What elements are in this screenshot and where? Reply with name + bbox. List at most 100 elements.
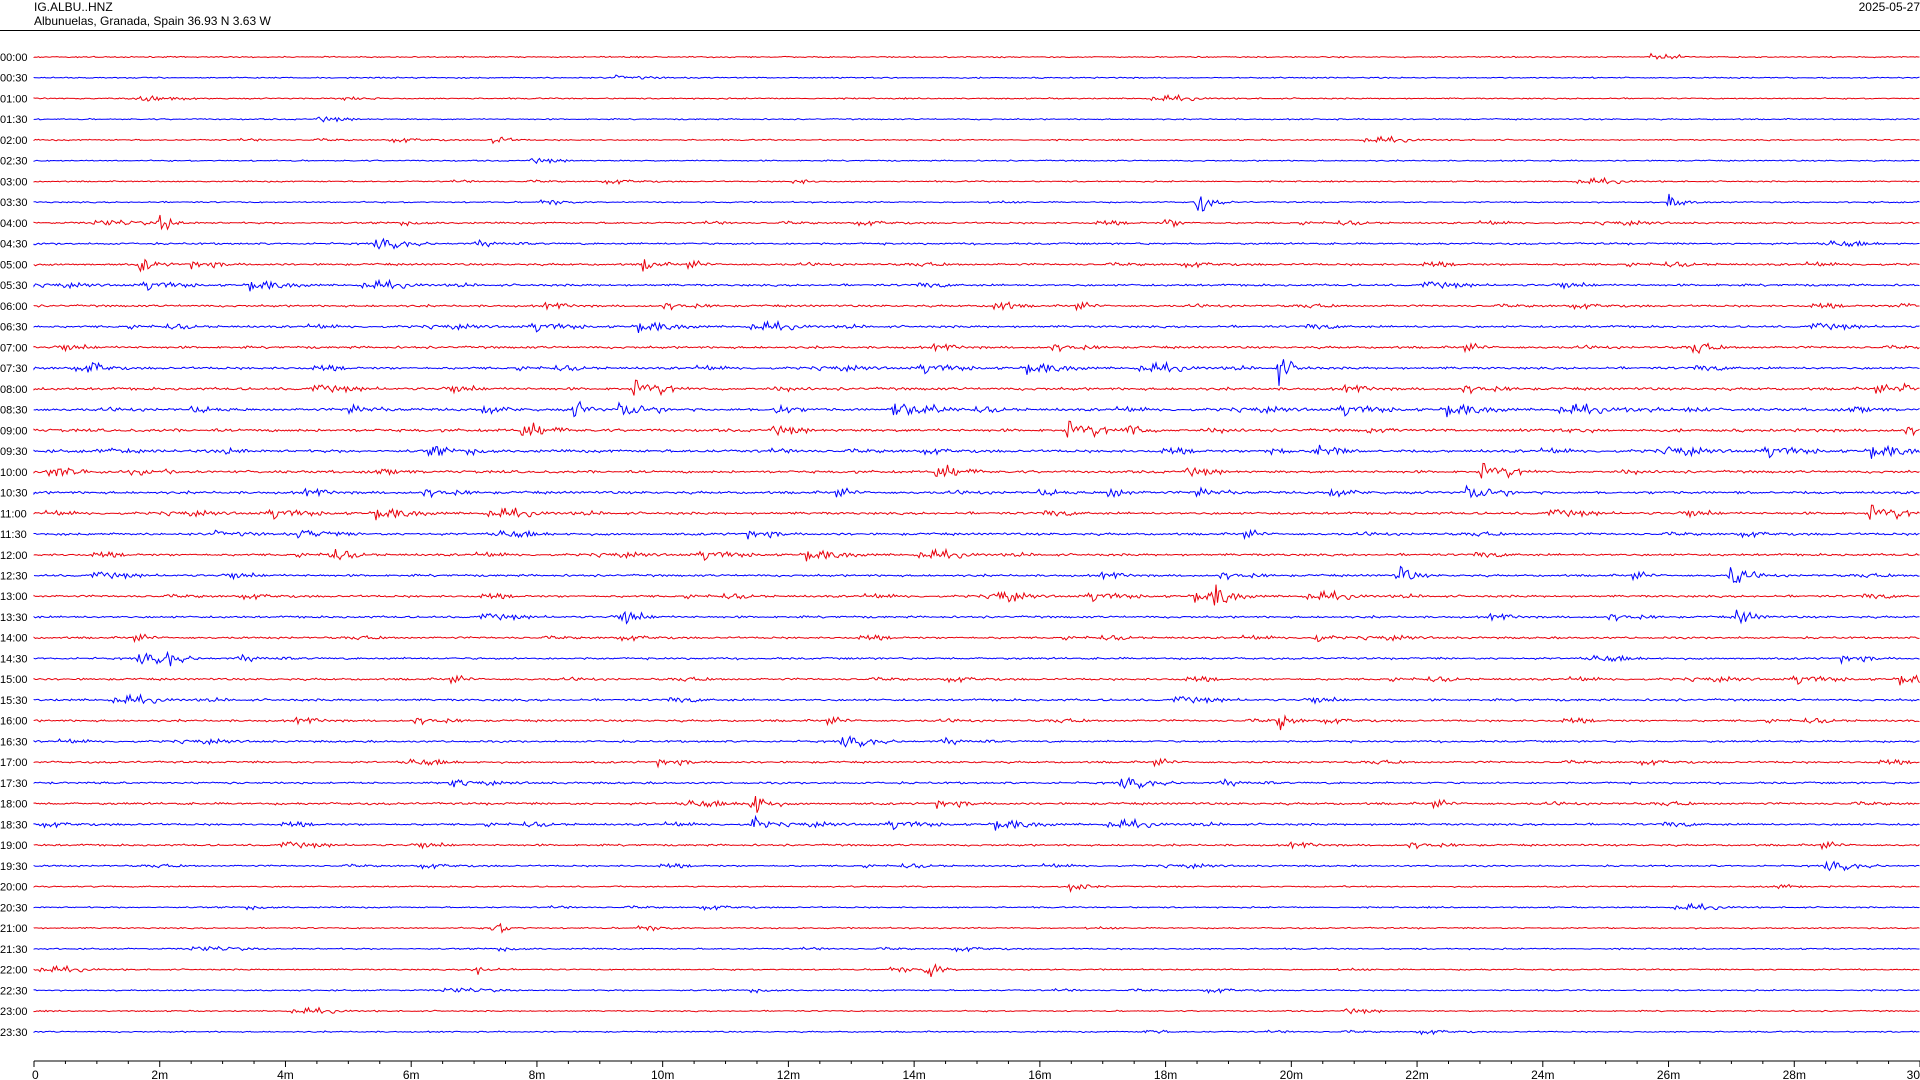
row-time-label: 12:00 xyxy=(0,550,28,562)
station-location: Albunuelas, Granada, Spain 36.93 N 3.63 … xyxy=(34,14,271,28)
row-time-label: 09:00 xyxy=(0,425,28,437)
row-time-label: 05:00 xyxy=(0,259,28,271)
x-axis-tick-label: 20m xyxy=(1280,1068,1303,1080)
row-time-label: 02:00 xyxy=(0,135,28,147)
x-axis-tick-label: 22m xyxy=(1405,1068,1428,1080)
x-axis-tick-label: 6m xyxy=(403,1068,420,1080)
seismic-trace-row xyxy=(33,93,1920,102)
row-time-label: 19:00 xyxy=(0,840,28,852)
row-time-label: 23:30 xyxy=(0,1027,28,1039)
seismic-trace-row xyxy=(33,693,1920,705)
seismic-trace-row xyxy=(33,444,1920,459)
seismic-trace-row xyxy=(33,674,1920,686)
seismic-trace-row xyxy=(33,258,1920,273)
row-time-label: 23:00 xyxy=(0,1006,28,1018)
x-axis-tick-label: 24m xyxy=(1531,1068,1554,1080)
row-time-label: 04:00 xyxy=(0,218,28,230)
row-time-label: 07:00 xyxy=(0,342,28,354)
row-time-label: 15:00 xyxy=(0,674,28,686)
seismic-trace-row xyxy=(33,1006,1920,1015)
x-axis-tick-label: 26m xyxy=(1657,1068,1680,1080)
x-axis-tick-label: 30 xyxy=(1907,1068,1920,1080)
row-time-label: 01:00 xyxy=(0,93,28,105)
seismic-trace-row xyxy=(33,278,1920,292)
x-axis-tick-label: 28m xyxy=(1783,1068,1806,1080)
row-time-label: 00:00 xyxy=(0,52,28,64)
seismic-trace-row xyxy=(33,359,1920,386)
seismic-trace-row xyxy=(33,776,1920,790)
seismic-trace-row xyxy=(33,74,1920,80)
seismic-trace-row xyxy=(33,860,1920,872)
row-time-label: 16:00 xyxy=(0,716,28,728)
row-time-label: 02:30 xyxy=(0,156,28,168)
row-time-label: 17:30 xyxy=(0,778,28,790)
row-time-label: 10:00 xyxy=(0,467,28,479)
seismic-trace-row xyxy=(33,714,1920,731)
row-time-label: 14:30 xyxy=(0,653,28,665)
row-time-label: 21:30 xyxy=(0,944,28,956)
seismic-trace-row xyxy=(33,462,1920,479)
row-time-label: 22:30 xyxy=(0,985,28,997)
seismic-trace-row xyxy=(33,963,1920,978)
header-divider xyxy=(0,30,1920,31)
row-time-label: 11:00 xyxy=(0,508,27,520)
seismic-trace-row xyxy=(33,883,1920,894)
row-time-label: 07:30 xyxy=(0,363,28,375)
row-time-label: 06:00 xyxy=(0,301,28,313)
seismic-trace-row xyxy=(33,922,1920,934)
x-axis-tick-label: 10m xyxy=(651,1068,674,1080)
station-code: IG.ALBU..HNZ xyxy=(34,0,113,14)
row-time-label: 15:30 xyxy=(0,695,28,707)
seismic-trace-row xyxy=(33,1029,1920,1036)
seismic-trace-row xyxy=(33,342,1920,355)
plot-date: 2025-05-27 xyxy=(1858,0,1920,14)
row-time-label: 18:00 xyxy=(0,799,28,811)
seismic-trace-row xyxy=(33,116,1920,123)
seismic-trace-row xyxy=(33,796,1920,813)
seismic-trace-row xyxy=(33,301,1920,312)
seismic-trace-row xyxy=(33,135,1920,145)
seismic-trace-row xyxy=(33,945,1920,953)
row-time-label: 01:30 xyxy=(0,114,28,126)
seismic-trace-row xyxy=(33,52,1920,60)
row-time-label: 18:30 xyxy=(0,819,28,831)
seismic-trace-row xyxy=(33,987,1920,994)
seismic-trace-row xyxy=(33,176,1920,186)
seismic-trace-row xyxy=(33,237,1920,250)
row-time-label: 20:00 xyxy=(0,882,28,894)
x-axis-tick-label: 0 xyxy=(32,1068,39,1080)
x-axis-tick-label: 2m xyxy=(151,1068,168,1080)
x-axis-tick-label: 16m xyxy=(1028,1068,1051,1080)
row-time-label: 08:30 xyxy=(0,405,28,417)
row-time-label: 03:30 xyxy=(0,197,28,209)
row-time-label: 12:30 xyxy=(0,571,28,583)
row-time-label: 09:30 xyxy=(0,446,28,458)
seismic-trace-row xyxy=(33,193,1920,212)
seismic-trace-row xyxy=(33,157,1920,165)
seismic-trace-row xyxy=(33,379,1920,397)
seismic-trace-row xyxy=(33,400,1920,418)
row-time-label: 13:30 xyxy=(0,612,28,624)
row-time-label: 06:30 xyxy=(0,322,28,334)
seismic-trace-row xyxy=(33,650,1920,667)
seismic-trace-row xyxy=(33,319,1920,334)
row-time-label: 20:30 xyxy=(0,902,28,914)
row-time-label: 13:00 xyxy=(0,591,28,603)
seismic-trace-row xyxy=(33,735,1920,748)
x-axis-tick-label: 18m xyxy=(1154,1068,1177,1080)
seismic-trace-row xyxy=(33,547,1920,562)
seismic-trace-row xyxy=(33,840,1920,851)
row-time-label: 17:00 xyxy=(0,757,28,769)
row-time-label: 10:30 xyxy=(0,488,28,500)
seismic-trace-row xyxy=(33,504,1920,521)
row-time-label: 19:30 xyxy=(0,861,28,873)
seismic-trace-row xyxy=(33,609,1920,625)
seismic-trace-row xyxy=(33,484,1920,499)
seismic-trace-row xyxy=(33,902,1920,912)
row-time-label: 00:30 xyxy=(0,73,28,85)
row-time-label: 08:00 xyxy=(0,384,28,396)
row-time-label: 22:00 xyxy=(0,965,28,977)
seismic-trace-row xyxy=(33,632,1920,644)
row-time-label: 11:30 xyxy=(0,529,27,541)
